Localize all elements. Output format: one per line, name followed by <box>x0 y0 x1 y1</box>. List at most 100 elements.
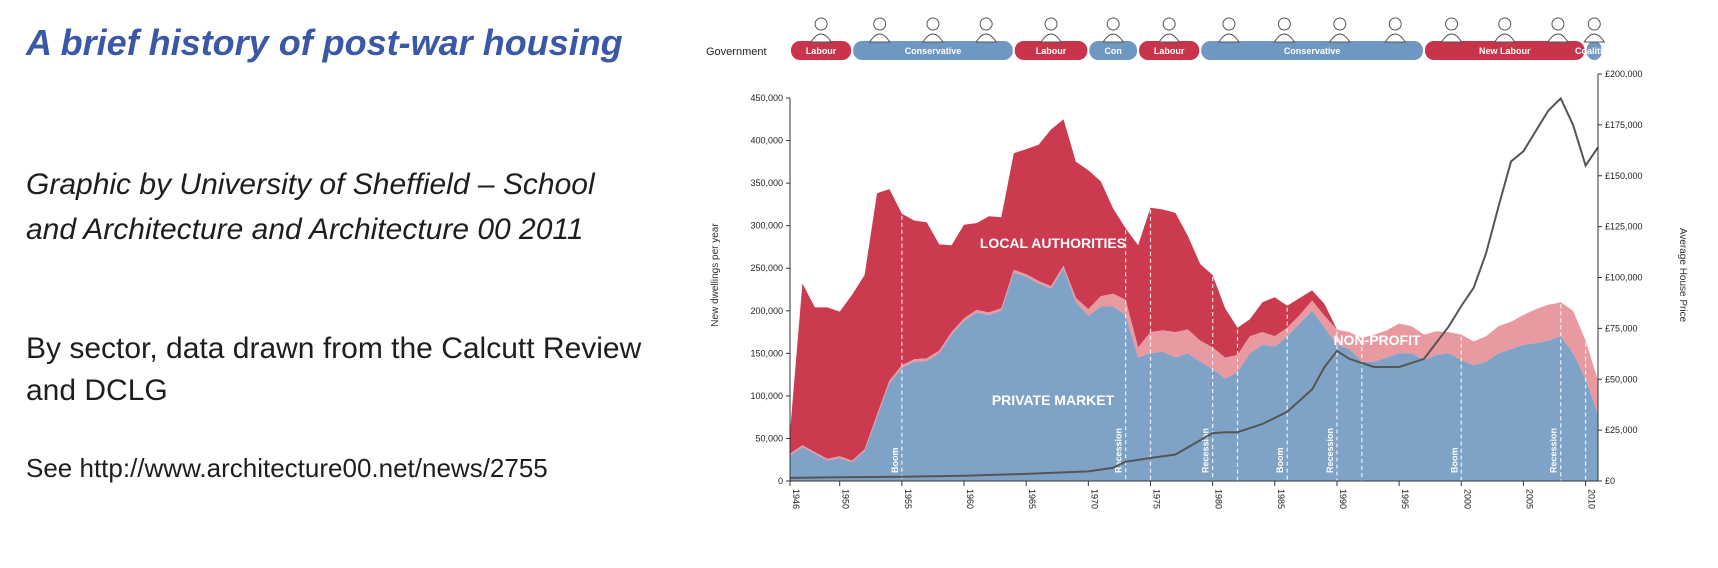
event-label: Boom <box>890 448 900 474</box>
y-tick-label: 150,000 <box>750 348 783 358</box>
x-tick-label: 1990 <box>1338 489 1348 509</box>
y-tick-label: 300,000 <box>750 221 783 231</box>
politician-portrait-icon <box>975 33 998 43</box>
y-tick-label: 100,000 <box>750 391 783 401</box>
government-period-conservative <box>853 41 1013 60</box>
politician-portrait-icon <box>1218 33 1240 43</box>
y-tick-label: 350,000 <box>750 178 783 188</box>
local-authorities-area <box>790 119 1598 461</box>
x-tick-label: 1950 <box>841 489 851 509</box>
y-tick-label: 400,000 <box>750 136 783 146</box>
government-period-labour <box>791 41 852 60</box>
government-period-conservative <box>1089 41 1138 60</box>
politician-portrait-icon <box>1044 17 1058 31</box>
government-period-label: Labour <box>1154 46 1185 56</box>
politician-portrait-icon <box>1102 33 1125 43</box>
y2-tick-label: £100,000 <box>1605 273 1643 283</box>
x-tick-label: 1970 <box>1089 489 1099 509</box>
government-period-label: Conservative <box>905 46 962 56</box>
event-label: Recession <box>1201 428 1211 473</box>
y-tick-label: 200,000 <box>750 306 783 316</box>
y-tick-label: 50,000 <box>755 433 783 443</box>
politician-portrait-icon <box>1162 17 1176 31</box>
politician-portrait-icon <box>1440 33 1463 43</box>
politician-portrait-icon <box>1222 17 1236 31</box>
price-line-layer <box>789 96 1599 479</box>
local-authorities-label: LOCAL AUTHORITIES <box>980 235 1126 251</box>
event-label: Recession <box>1549 428 1559 473</box>
government-period-label: Coalition <box>1575 46 1614 56</box>
politician-portrait-icon <box>810 33 832 43</box>
x-tick-label: 1980 <box>1214 489 1224 509</box>
y2-tick-label: £200,000 <box>1605 69 1643 79</box>
government-period-label: Con <box>1104 46 1122 56</box>
x-tick-label: 2000 <box>1462 489 1472 509</box>
politician-portrait-icon <box>1493 33 1516 43</box>
x-tick-label: 1995 <box>1400 489 1410 509</box>
government-period-labour <box>1139 41 1200 60</box>
politician-portrait-icon <box>1547 33 1569 43</box>
government-period-labour <box>1424 41 1585 60</box>
politician-portrait-icon <box>1273 33 1296 43</box>
event-label: Recession <box>1325 428 1335 473</box>
politician-portrait-icon <box>1384 33 1407 43</box>
y-tick-label: 0 <box>778 476 783 486</box>
government-period-label: Labour <box>1036 46 1067 56</box>
politician-portrait-icon <box>873 17 887 31</box>
politician-portrait-icon <box>1040 33 1062 43</box>
y2-tick-label: £25,000 <box>1605 425 1638 435</box>
politician-portrait-icon <box>979 17 993 31</box>
x-tick-label: 1955 <box>903 489 913 509</box>
non-profit-label: NON-PROFIT <box>1333 332 1421 348</box>
politician-portrait-icon <box>1328 33 1351 43</box>
y2-tick-label: £125,000 <box>1605 222 1643 232</box>
politician-portrait-icon <box>1583 33 1606 43</box>
politician-portrait-icon <box>814 17 828 31</box>
y2-axis-label: Average House Price <box>1677 228 1688 323</box>
y2-tick-label: £50,000 <box>1605 374 1638 384</box>
x-tick-label: 2010 <box>1587 489 1597 509</box>
area-labels: LOCAL AUTHORITIES NON-PROFIT PRIVATE MARKE… <box>980 235 1421 408</box>
event-label: Recession <box>1114 428 1124 473</box>
x-tick-label: 1946 <box>791 489 801 509</box>
source-link[interactable]: See http://www.architecture00.net/news/2… <box>26 453 548 483</box>
politician-portrait-icon <box>922 33 944 43</box>
private-market-area <box>790 268 1598 481</box>
politician-portrait-icon <box>1587 17 1601 31</box>
government-period-labour <box>1014 41 1088 60</box>
sector-note: By sector, data drawn from the Calcutt R… <box>26 332 642 407</box>
government-period-label: Conservative <box>1284 46 1341 56</box>
government-period-label: New Labour <box>1479 46 1531 56</box>
politician-portrait-icon <box>926 17 940 31</box>
x-tick-label: 1960 <box>965 489 975 509</box>
politician-portrait-icon <box>1498 17 1512 31</box>
government-period-conservative <box>1201 41 1423 60</box>
y-axis-label: New dwellings per year <box>710 223 721 327</box>
private-market-label: PRIVATE MARKET <box>992 392 1115 408</box>
y-tick-label: 250,000 <box>750 263 783 273</box>
x-tick-label: 1985 <box>1276 489 1286 509</box>
y2-tick-label: £175,000 <box>1605 120 1643 130</box>
y2-tick-label: £150,000 <box>1605 171 1643 181</box>
politician-portrait-icon <box>1333 17 1347 31</box>
politician-portrait-icon <box>1388 17 1402 31</box>
economic-events: Boom Recession Recession Boom Recession Boom R… <box>890 209 1587 481</box>
y2-tick-label: £75,000 <box>1605 323 1638 333</box>
x-tick-label: 2005 <box>1524 489 1534 509</box>
slide-title: A brief history of post-war housing <box>26 22 623 63</box>
axes: 1946 1950 1955 1960 1965 1970 1975 1980 1985 1990… <box>750 69 1642 509</box>
government-timeline: Labour Conservative Labour Con Labour Conserv… <box>791 17 1614 60</box>
politician-portrait-icon <box>868 33 891 43</box>
graphic-credit: Graphic by University of Sheffield – Sch… <box>26 168 595 246</box>
government-label: Government <box>706 46 767 58</box>
politician-portrait-icon <box>1106 17 1120 31</box>
government-period-coalition <box>1586 41 1602 60</box>
event-label: Boom <box>1449 448 1459 474</box>
politician-portrait-icon <box>1445 17 1459 31</box>
x-tick-label: 1965 <box>1027 489 1037 509</box>
y2-tick-label: £0 <box>1605 476 1615 486</box>
x-tick-label: 1975 <box>1151 489 1161 509</box>
event-label: Boom <box>1275 448 1285 474</box>
politician-portrait-icon <box>1277 17 1291 31</box>
